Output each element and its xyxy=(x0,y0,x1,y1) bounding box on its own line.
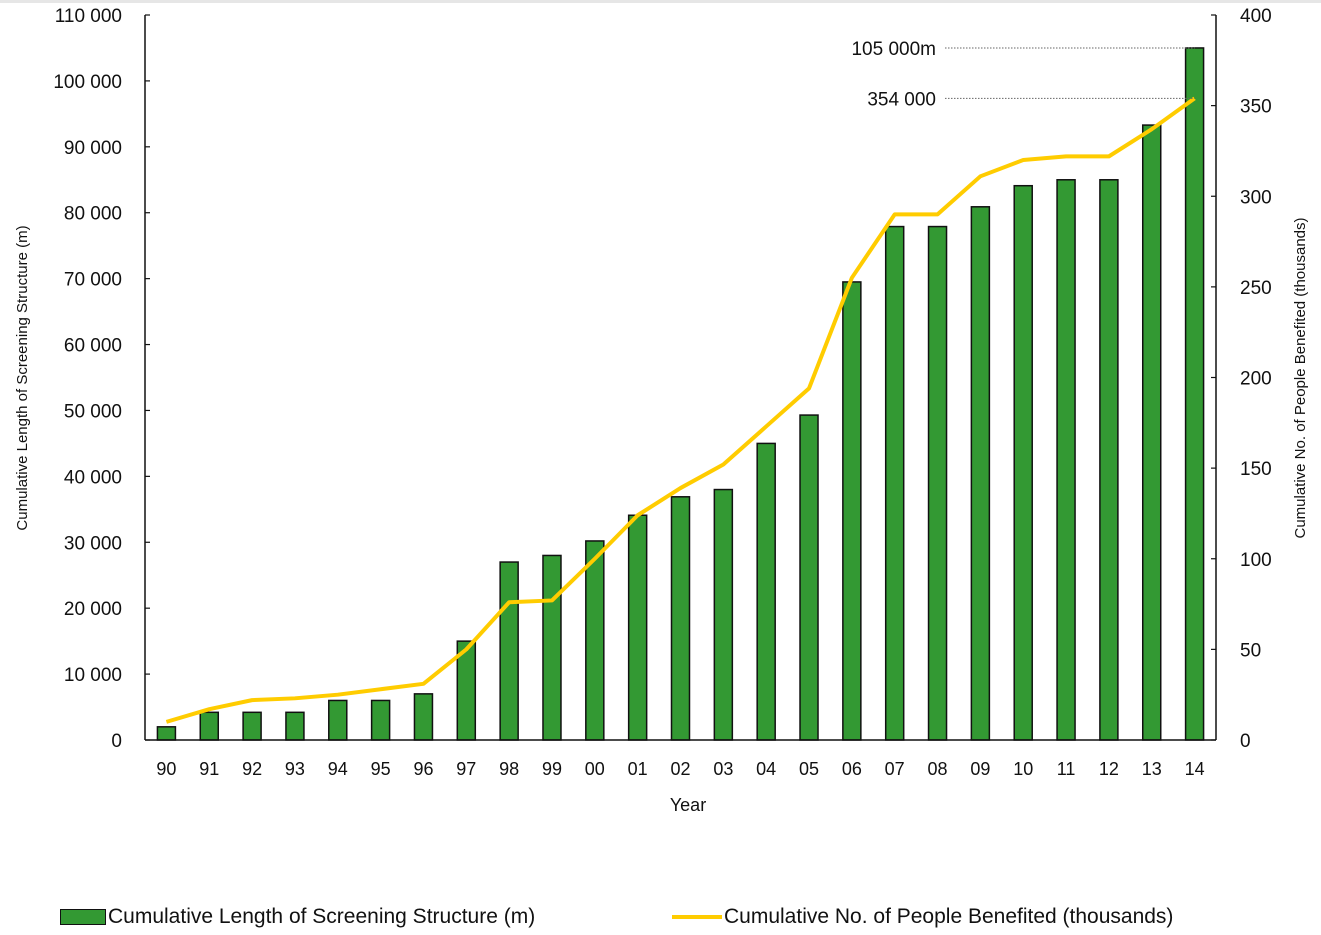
x-tick-label: 07 xyxy=(885,759,905,779)
bar-11 xyxy=(1056,179,1076,741)
bar-98 xyxy=(499,561,519,741)
x-tick-label: 92 xyxy=(242,759,262,779)
y2-tick-label: 400 xyxy=(1240,6,1272,27)
y-tick-label: 0 xyxy=(111,731,122,752)
bar-96 xyxy=(413,693,434,741)
y-tick-label: 90 000 xyxy=(64,138,122,159)
y2-axis-title: Cumulative No. of People Benefited (thou… xyxy=(1292,217,1309,538)
bar-93 xyxy=(285,711,305,741)
x-tick-label: 97 xyxy=(456,759,476,779)
legend-bar-swatch xyxy=(60,909,106,925)
y2-tick-label: 100 xyxy=(1240,550,1272,571)
y-tick-label: 40 000 xyxy=(64,467,122,488)
bar-04 xyxy=(756,442,776,741)
line-series xyxy=(165,96,1196,724)
y-tick-label: 30 000 xyxy=(64,533,122,554)
y-tick-label: 50 000 xyxy=(64,401,122,422)
legend-item-bar: Cumulative Length of Screening Structure… xyxy=(60,905,535,929)
bar-10 xyxy=(1013,184,1033,741)
x-tick-label: 05 xyxy=(799,759,819,779)
y-tick-label: 60 000 xyxy=(64,336,122,357)
x-tick-label: 98 xyxy=(499,759,519,779)
x-tick-label: 93 xyxy=(285,759,305,779)
x-tick-label: 95 xyxy=(371,759,391,779)
bar-08 xyxy=(927,225,948,741)
x-tick-label: 04 xyxy=(756,759,776,779)
bar-09 xyxy=(970,206,991,741)
x-tick-label: 06 xyxy=(842,759,862,779)
bar-14 xyxy=(1184,47,1205,741)
bar-07 xyxy=(884,225,905,741)
x-axis-title: Year xyxy=(670,795,706,815)
bar-02 xyxy=(670,496,691,741)
x-tick-label: 12 xyxy=(1099,759,1119,779)
x-tick-label: 14 xyxy=(1185,759,1205,779)
bar-series xyxy=(156,47,1205,741)
x-tick-label: 13 xyxy=(1142,759,1162,779)
bar-00 xyxy=(585,540,605,741)
bar-99 xyxy=(542,554,562,741)
y-tick-label: 70 000 xyxy=(64,270,122,291)
x-tick-label: 99 xyxy=(542,759,562,779)
legend-item-line: Cumulative No. of People Benefited (thou… xyxy=(672,905,1173,929)
bar-03 xyxy=(713,488,734,741)
x-tick-label: 96 xyxy=(413,759,433,779)
bar-12 xyxy=(1099,179,1119,741)
bar-05 xyxy=(799,414,819,741)
x-tick-label: 09 xyxy=(970,759,990,779)
y-tick-label: 110 000 xyxy=(55,6,122,27)
y2-tick-label: 0 xyxy=(1240,731,1251,752)
top-border xyxy=(0,0,1321,3)
x-tick-label: 10 xyxy=(1013,759,1033,779)
bar-13 xyxy=(1141,124,1162,741)
legend-bar-label: Cumulative Length of Screening Structure… xyxy=(108,905,536,928)
bar-90 xyxy=(156,726,177,741)
y-axis-title: Cumulative Length of Screening Structure… xyxy=(14,225,31,530)
y2-tick-label: 150 xyxy=(1240,459,1272,480)
bar-94 xyxy=(328,699,348,741)
y-tick-label: 80 000 xyxy=(64,204,122,225)
annotations: 105 000m 354 000 xyxy=(851,39,1195,110)
y2-tick-label: 300 xyxy=(1240,187,1272,208)
y2-tick-label: 250 xyxy=(1240,278,1272,299)
bar-95 xyxy=(370,699,391,741)
bar-92 xyxy=(242,711,262,741)
y-tick-label: 100 000 xyxy=(53,72,122,93)
bar-06 xyxy=(842,281,862,741)
bar-91 xyxy=(199,711,220,741)
x-tick-label: 02 xyxy=(670,759,690,779)
x-tick-label: 01 xyxy=(628,759,648,779)
y2-tick-label: 50 xyxy=(1240,640,1261,661)
y2-tick-label: 200 xyxy=(1240,369,1272,390)
y-tick-label: 10 000 xyxy=(64,665,122,686)
x-tick-label: 08 xyxy=(928,759,948,779)
x-tick-label: 11 xyxy=(1057,759,1076,779)
annotation-label-1: 354 000 xyxy=(867,89,936,110)
x-tick-label: 91 xyxy=(199,759,219,779)
annotation-label-0: 105 000m xyxy=(851,39,936,60)
y-tick-label: 20 000 xyxy=(64,599,122,620)
x-tick-label: 90 xyxy=(156,759,176,779)
x-tick-label: 00 xyxy=(585,759,605,779)
y2-tick-label: 350 xyxy=(1240,97,1272,118)
bar-01 xyxy=(627,514,648,741)
x-tick-label: 94 xyxy=(328,759,348,779)
legend-line-label: Cumulative No. of People Benefited (thou… xyxy=(724,905,1174,928)
legend-line-swatch xyxy=(672,915,722,919)
x-tick-label: 03 xyxy=(713,759,733,779)
